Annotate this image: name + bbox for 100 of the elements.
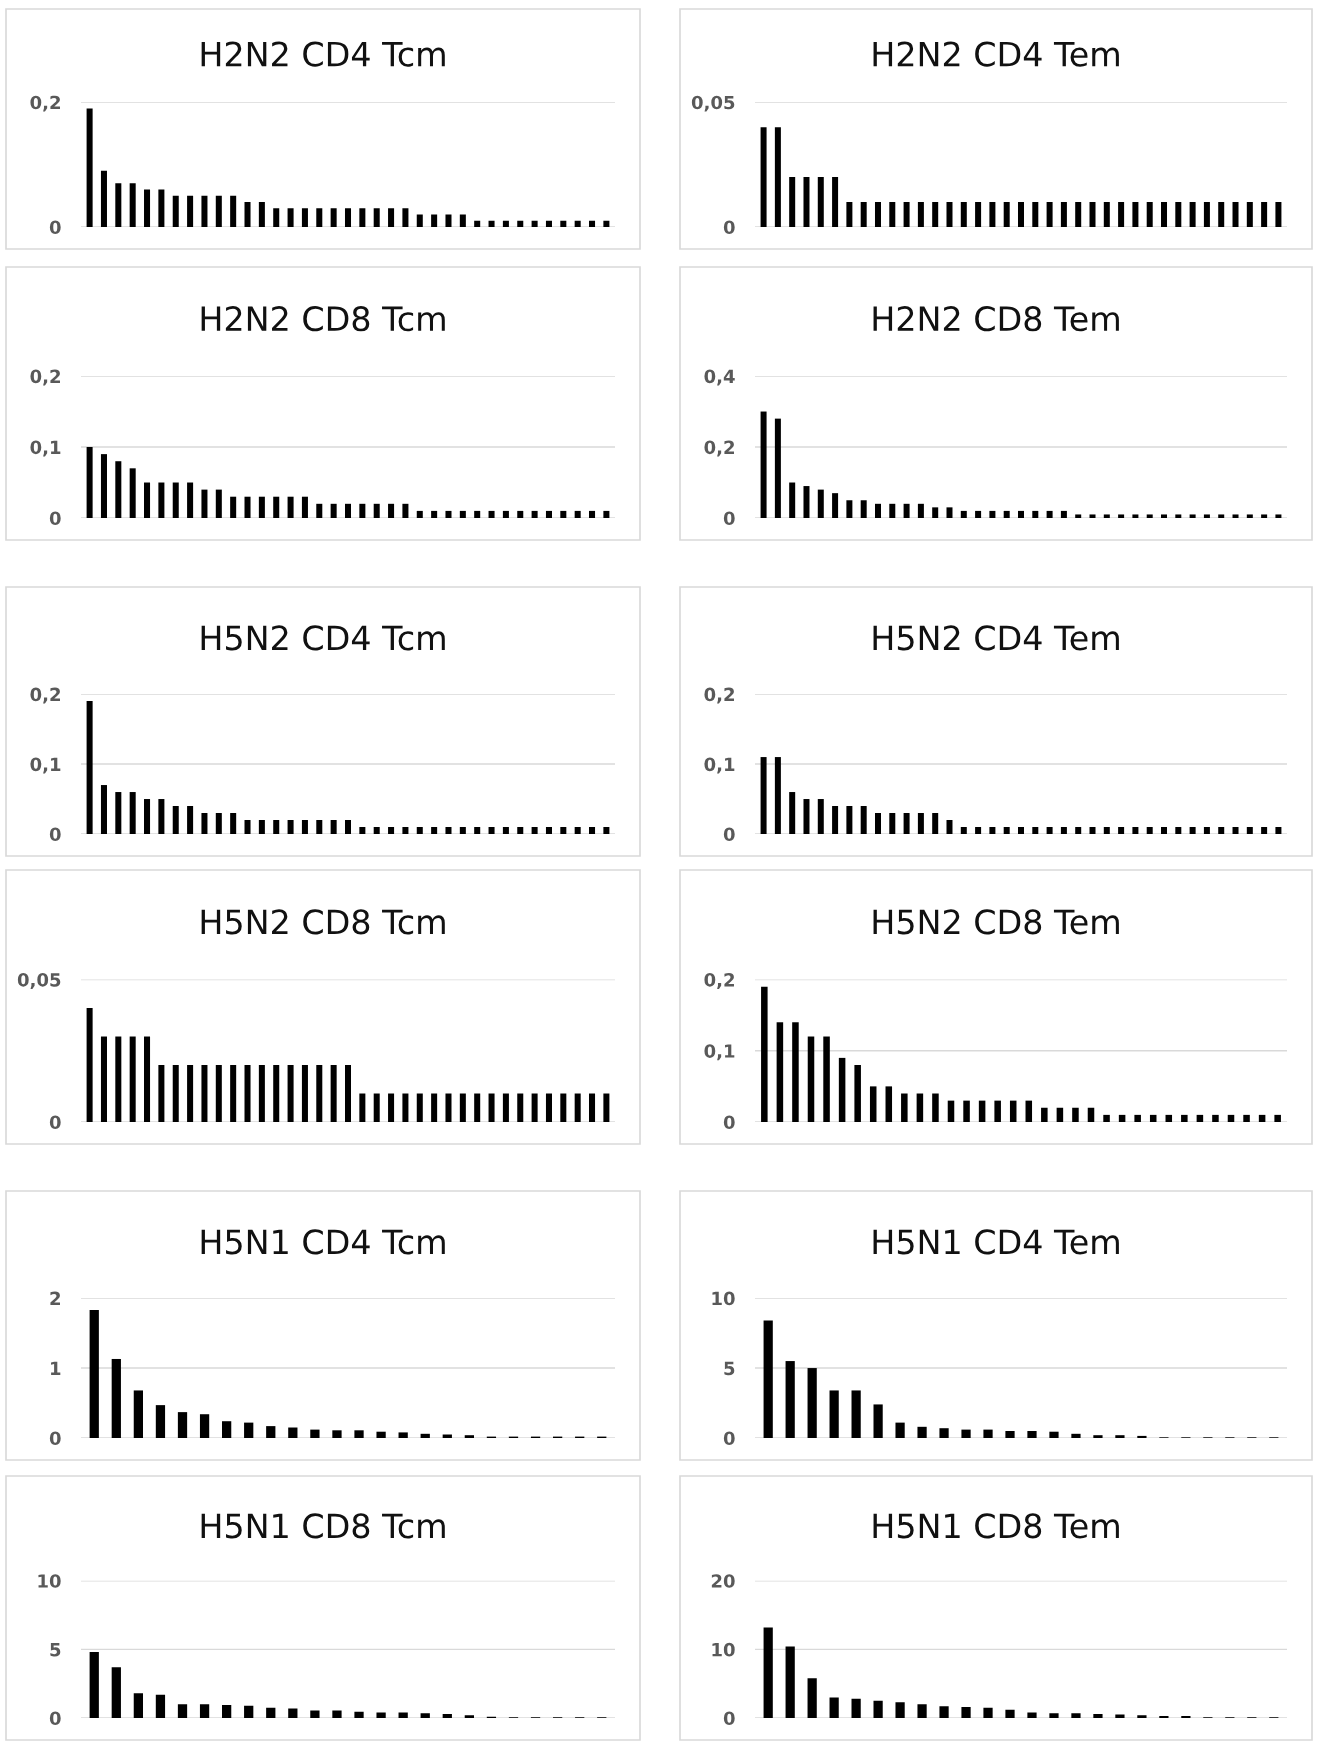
- bar: [1132, 514, 1139, 518]
- bar: [115, 461, 122, 518]
- bar: [266, 1707, 276, 1718]
- bar: [488, 1093, 495, 1122]
- bar: [431, 1093, 438, 1122]
- bar: [420, 1713, 430, 1718]
- bar: [917, 1426, 927, 1438]
- bar: [129, 468, 136, 518]
- bar: [402, 503, 409, 518]
- bar: [1218, 514, 1225, 518]
- bar: [316, 208, 323, 227]
- bar: [100, 454, 107, 518]
- bar: [760, 411, 767, 518]
- bar: [244, 820, 251, 834]
- bar: [760, 757, 767, 834]
- bar: [288, 1427, 298, 1438]
- bar: [789, 177, 796, 227]
- bar: [517, 510, 524, 518]
- bar: [1103, 1114, 1110, 1122]
- bar: [416, 214, 423, 227]
- bar: [244, 1065, 251, 1122]
- bar: [1175, 202, 1182, 227]
- bar: [807, 1368, 817, 1438]
- bar: [344, 208, 352, 227]
- bar: [1087, 1107, 1095, 1122]
- bar: [445, 827, 452, 834]
- bar: [932, 507, 939, 518]
- bar: [201, 195, 208, 227]
- bar: [1049, 1713, 1059, 1718]
- bar: [133, 1390, 144, 1438]
- bar: [903, 202, 910, 227]
- bar: [1212, 1114, 1219, 1122]
- bar: [172, 195, 179, 227]
- y-tick-label: 0,1: [30, 440, 61, 457]
- bar: [230, 496, 237, 518]
- bar: [230, 195, 237, 227]
- bar: [1203, 202, 1210, 227]
- bar: [100, 785, 107, 834]
- bar: [1060, 202, 1067, 227]
- bar: [332, 1430, 342, 1438]
- bar: [215, 489, 222, 518]
- bar: [431, 827, 438, 834]
- y-tick-label: 0,2: [704, 440, 734, 457]
- chart-title: H5N2 CD8 Tem: [873, 909, 1119, 935]
- bar: [244, 1705, 254, 1718]
- bar: [545, 510, 552, 518]
- bar: [1175, 514, 1182, 518]
- bar: [187, 806, 194, 834]
- bar: [474, 827, 481, 834]
- bar: [172, 482, 179, 518]
- bar: [560, 510, 567, 518]
- y-tick-label: 0: [723, 827, 735, 842]
- chart-title: H2N2 CD4 Tcm: [201, 41, 445, 67]
- bar: [502, 220, 509, 227]
- y-tick-label: 0,4: [704, 369, 735, 386]
- bar: [244, 1422, 254, 1438]
- bar: [885, 1086, 893, 1122]
- bar: [517, 1093, 524, 1122]
- bar: [983, 1707, 993, 1718]
- bar: [960, 827, 967, 834]
- bar: [1027, 1431, 1037, 1438]
- bar: [1232, 827, 1239, 834]
- bar: [273, 1065, 280, 1122]
- bar: [1025, 1100, 1033, 1122]
- bar: [388, 208, 395, 227]
- bar: [502, 827, 509, 834]
- bar: [158, 1065, 165, 1122]
- y-tick-label: 20: [711, 1574, 735, 1588]
- bar: [502, 1093, 509, 1122]
- bar: [869, 1086, 877, 1122]
- bar: [946, 507, 953, 518]
- bar: [442, 1713, 452, 1718]
- bar: [230, 813, 237, 834]
- bar: [177, 1412, 188, 1438]
- bar: [129, 1036, 136, 1122]
- bar: [1046, 827, 1053, 834]
- y-tick-label: 0,1: [704, 757, 735, 774]
- bar: [846, 202, 853, 227]
- bar: [603, 827, 610, 834]
- y-tick-label: 0,05: [17, 972, 61, 989]
- y-tick-label: 0: [723, 511, 735, 526]
- bar: [1115, 1714, 1125, 1718]
- bar: [1181, 1715, 1191, 1718]
- bar: [301, 208, 308, 227]
- bar: [1115, 1435, 1125, 1438]
- bar: [989, 510, 996, 518]
- bar: [874, 202, 881, 227]
- bar: [1261, 202, 1268, 227]
- bar: [823, 1036, 830, 1122]
- bar: [416, 510, 423, 518]
- bar: [989, 827, 996, 834]
- bar: [111, 1667, 121, 1718]
- bar: [287, 1065, 294, 1122]
- bar: [86, 108, 93, 227]
- bar: [1261, 514, 1268, 518]
- bar: [316, 820, 323, 834]
- bar: [445, 214, 452, 227]
- bar: [86, 447, 93, 518]
- bar: [917, 503, 924, 518]
- bar: [1005, 1431, 1015, 1438]
